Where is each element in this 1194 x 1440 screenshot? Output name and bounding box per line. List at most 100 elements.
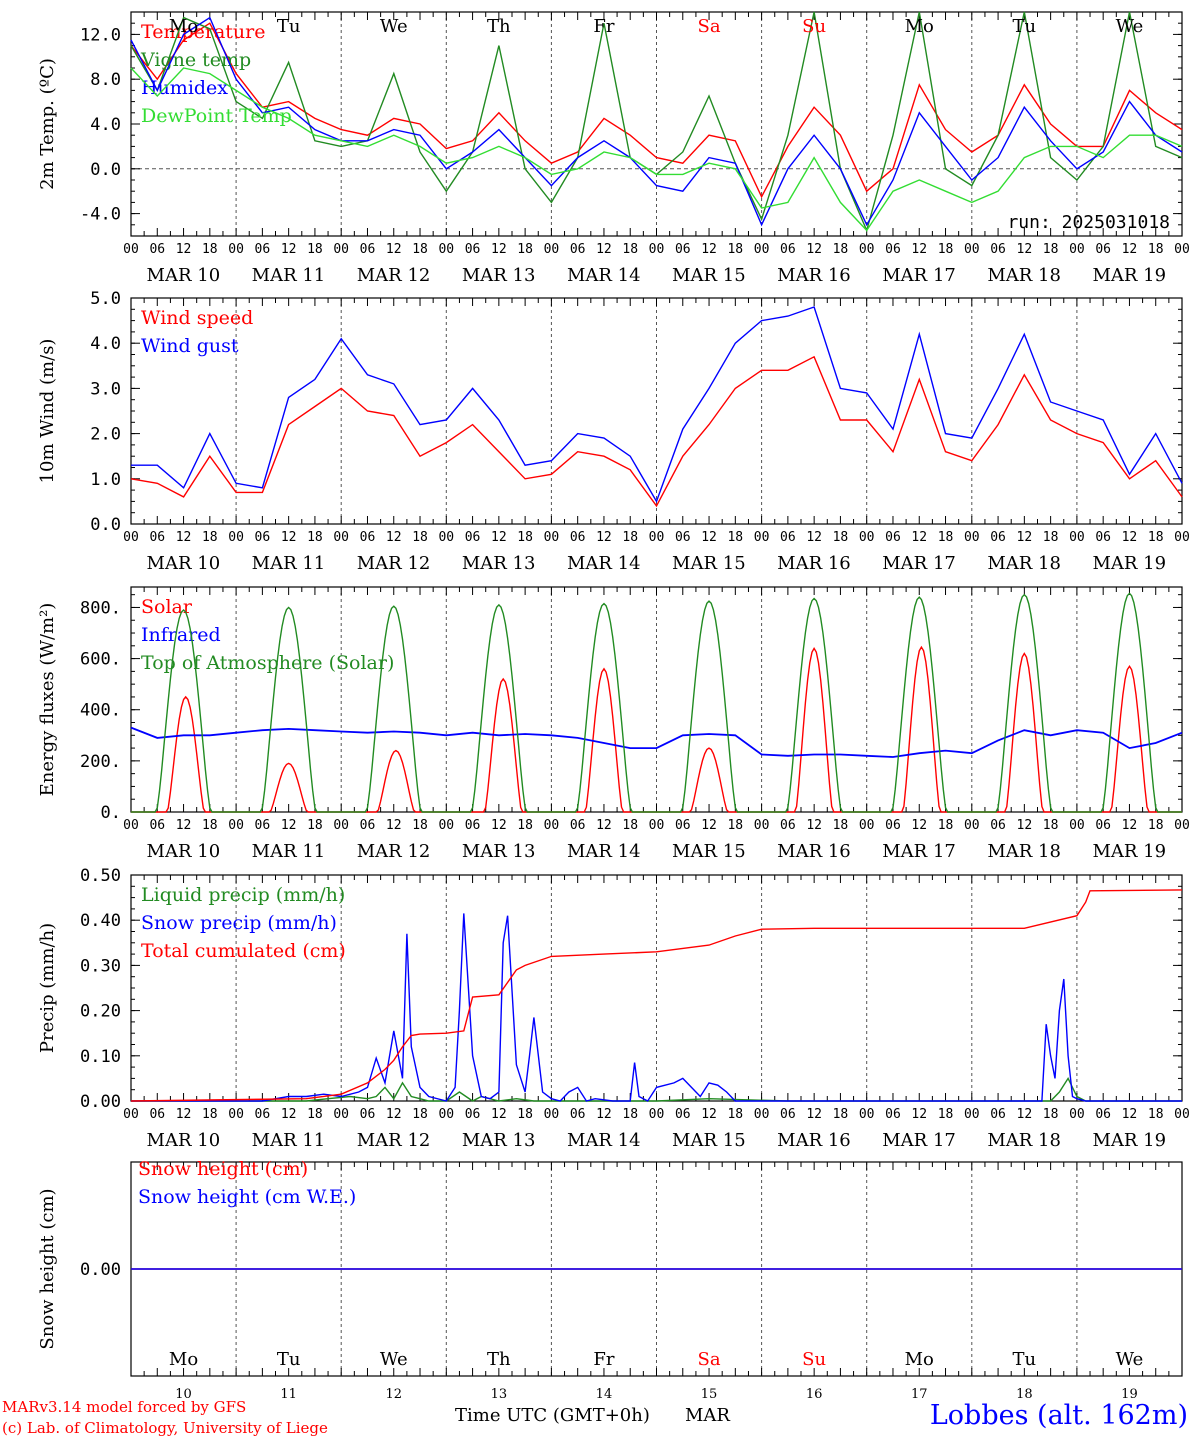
hour-tick-label: 06 [360, 530, 376, 545]
hour-tick-label: 18 [938, 530, 954, 545]
hour-tick-label: 00 [754, 242, 770, 257]
hour-tick-label: 00 [333, 1107, 349, 1122]
hour-tick-label: 06 [990, 242, 1006, 257]
series-line-infrared [130, 726, 1183, 758]
hour-tick-label: 12 [596, 242, 612, 257]
date-label: MAR 16 [777, 841, 851, 862]
y-axis-title: Precip (mm/h) [37, 923, 58, 1053]
hour-tick-label: 12 [386, 530, 402, 545]
hour-tick-label: 12 [1122, 530, 1138, 545]
panel-3: 0. 200. 400. 600. 800. Energy fluxes (W/m²) So… [37, 586, 1190, 862]
hour-tick-label: 00 [123, 1107, 139, 1122]
y-tick-label: 0.0 [90, 160, 121, 180]
hour-tick-label: 06 [149, 818, 165, 833]
hour-tick-label: 18 [412, 1107, 428, 1122]
day-name-label: Th [487, 16, 511, 37]
day-name-label: Mo [169, 16, 198, 37]
day-number-label: 15 [701, 1387, 718, 1402]
y-tick-label: 0.20 [80, 1002, 121, 1022]
hour-tick-label: 06 [990, 1107, 1006, 1122]
hour-tick-label: 12 [1122, 1107, 1138, 1122]
hour-tick-label: 18 [727, 818, 743, 833]
hour-tick-label: 00 [649, 530, 665, 545]
hour-tick-label: 18 [938, 242, 954, 257]
hour-tick-label: 00 [859, 818, 875, 833]
day-number-label: 11 [280, 1387, 297, 1402]
series-line-wind-speed [130, 355, 1183, 508]
hour-tick-label: 12 [911, 530, 927, 545]
hour-tick-label: 12 [491, 242, 507, 257]
day-number-label: 16 [806, 1387, 823, 1402]
hour-tick-label: 00 [1069, 1107, 1085, 1122]
legend-label: Humidex [141, 77, 228, 99]
date-label: MAR 11 [252, 1130, 326, 1151]
hour-tick-label: 00 [544, 530, 560, 545]
hour-tick-label: 18 [517, 242, 533, 257]
date-label: MAR 17 [882, 841, 956, 862]
hour-tick-label: 06 [675, 1107, 691, 1122]
day-name-label: Mo [169, 1349, 198, 1370]
hour-tick-label: 06 [780, 1107, 796, 1122]
hour-tick-label: 00 [649, 818, 665, 833]
day-name-label: Fr [593, 1349, 614, 1370]
hour-tick-label: 00 [123, 242, 139, 257]
hour-tick-label: 00 [649, 1107, 665, 1122]
hour-tick-label: 12 [701, 818, 717, 833]
hour-tick-label: 12 [596, 818, 612, 833]
plot-frame [130, 586, 1183, 813]
y-tick-label: 2.0 [90, 425, 121, 445]
hour-tick-label: 06 [675, 818, 691, 833]
date-label: MAR 10 [147, 1130, 221, 1151]
run-label: run: 2025031018 [1007, 212, 1170, 233]
hour-tick-label: 12 [701, 1107, 717, 1122]
date-label: MAR 14 [567, 265, 641, 286]
hour-tick-label: 18 [412, 530, 428, 545]
day-name-label: Sa [698, 1349, 721, 1370]
hour-tick-label: 00 [1069, 530, 1085, 545]
hour-tick-label: 12 [281, 1107, 297, 1122]
legend-label: Total cumulated (cm) [141, 940, 346, 962]
hour-tick-label: 00 [964, 818, 980, 833]
day-name-label: Tu [1013, 1349, 1037, 1370]
day-number-label: 12 [385, 1387, 402, 1402]
y-axis-title: 2m Temp. (ºC) [37, 58, 58, 190]
hour-tick-label: 18 [938, 1107, 954, 1122]
hour-tick-label: 06 [255, 530, 271, 545]
date-label: MAR 16 [777, 265, 851, 286]
hour-tick-label: 12 [806, 1107, 822, 1122]
hour-tick-label: 06 [1095, 530, 1111, 545]
date-label: MAR 12 [357, 553, 431, 574]
hour-tick-label: 12 [596, 1107, 612, 1122]
hour-tick-label: 18 [307, 818, 323, 833]
hour-tick-label: 00 [1174, 530, 1190, 545]
hour-tick-label: 06 [570, 818, 586, 833]
day-name-label: Mo [905, 16, 934, 37]
hour-tick-label: 06 [465, 530, 481, 545]
legend-label: Wind gust [141, 335, 239, 357]
date-label: MAR 11 [252, 265, 326, 286]
day-number-label: 18 [1016, 1387, 1033, 1402]
hour-tick-label: 18 [727, 530, 743, 545]
day-name-label: Sa [698, 16, 721, 37]
hour-tick-label: 00 [438, 242, 454, 257]
hour-tick-label: 00 [123, 530, 139, 545]
hour-tick-label: 12 [176, 1107, 192, 1122]
hour-tick-label: 00 [964, 242, 980, 257]
hour-tick-label: 06 [360, 1107, 376, 1122]
day-name-label: Tu [277, 1349, 301, 1370]
hour-tick-label: 12 [386, 242, 402, 257]
hour-tick-label: 06 [570, 242, 586, 257]
date-label: MAR 16 [777, 553, 851, 574]
date-label: MAR 12 [357, 1130, 431, 1151]
hour-tick-label: 00 [1069, 818, 1085, 833]
hour-tick-label: 12 [386, 1107, 402, 1122]
date-label: MAR 19 [1092, 1130, 1166, 1151]
hour-tick-label: 18 [1043, 242, 1059, 257]
hour-tick-label: 00 [123, 818, 139, 833]
hour-tick-label: 06 [990, 818, 1006, 833]
hour-tick-label: 12 [806, 818, 822, 833]
hour-tick-label: 00 [859, 530, 875, 545]
hour-tick-label: 12 [176, 242, 192, 257]
model-credit: MARv3.14 model forced by GFS [2, 1398, 247, 1416]
hour-tick-label: 18 [622, 530, 638, 545]
